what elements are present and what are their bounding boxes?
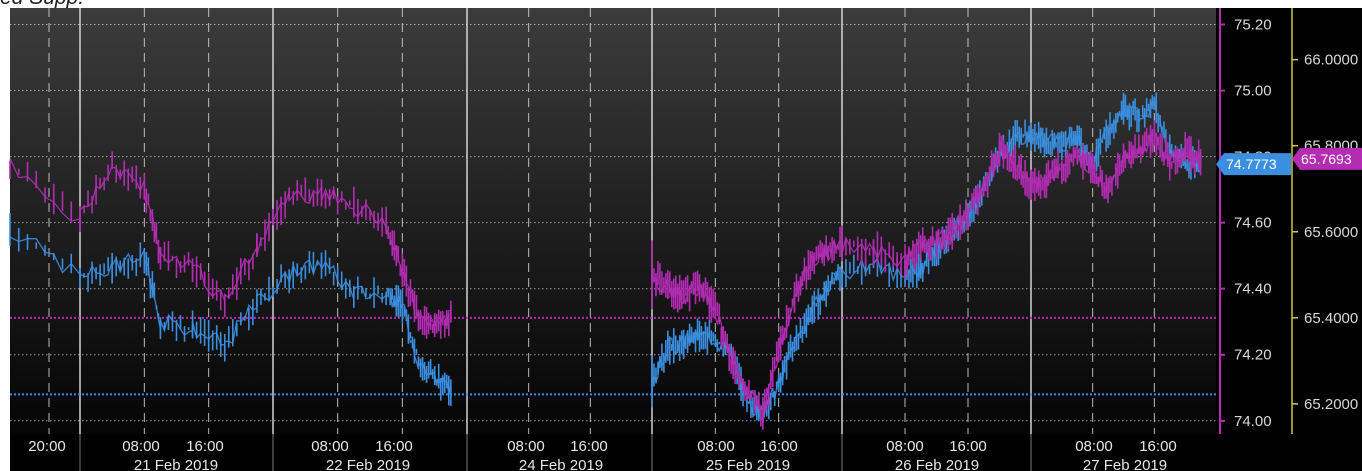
primary-tick-label: 74.40 [1234, 281, 1272, 298]
x-date-label: 22 Feb 2019 [326, 457, 410, 471]
x-tick-label: 08:00 [886, 438, 924, 455]
x-tick-label: 08:00 [122, 438, 160, 455]
x-tick-label: 20:00 [28, 438, 66, 455]
primary-tick-label: 74.20 [1234, 347, 1272, 364]
secondary-tick-label: 65.4000 [1304, 310, 1358, 327]
last-value-label-secondary: 65.7693 [1301, 151, 1352, 167]
x-date-label: 26 Feb 2019 [895, 457, 979, 471]
cropped-caption: ed Supp. [0, 0, 84, 10]
series-1 [9, 120, 1202, 430]
last-value-badge-primary [1216, 153, 1291, 176]
secondary-tick-label: 65.2000 [1304, 396, 1358, 413]
x-date-label: 24 Feb 2019 [519, 457, 603, 471]
x-tick-label: 16:00 [949, 438, 987, 455]
secondary-tick-label: 65.6000 [1304, 224, 1358, 241]
secondary-tick-label: 66.0000 [1304, 52, 1358, 69]
x-tick-label: 08:00 [507, 438, 545, 455]
series-line-0 [9, 98, 1201, 423]
primary-tick-label: 74.60 [1234, 215, 1272, 232]
x-tick-label: 16:00 [1139, 438, 1177, 455]
x-tick-label: 08:00 [311, 438, 349, 455]
x-tick-label: 16:00 [570, 438, 608, 455]
x-tick-label: 08:00 [1075, 438, 1113, 455]
plot-background [10, 8, 1216, 434]
x-tick-label: 16:00 [375, 438, 413, 455]
series-line-1 [9, 130, 1202, 423]
last-value-badge-secondary [1292, 147, 1362, 170]
x-date-label: 21 Feb 2019 [134, 457, 218, 471]
last-value-label-primary: 74.7773 [1226, 156, 1277, 172]
x-tick-label: 16:00 [186, 438, 224, 455]
primary-tick-label: 74.00 [1234, 413, 1272, 430]
primary-tick-label: 75.00 [1234, 83, 1272, 100]
x-tick-label: 16:00 [760, 438, 798, 455]
x-date-label: 27 Feb 2019 [1083, 457, 1167, 471]
x-tick-label: 08:00 [697, 438, 735, 455]
axis-panel [1216, 8, 1362, 434]
x-axis-panel [10, 434, 1362, 471]
primary-tick-label: 75.20 [1234, 17, 1272, 34]
x-date-label: 25 Feb 2019 [706, 457, 790, 471]
